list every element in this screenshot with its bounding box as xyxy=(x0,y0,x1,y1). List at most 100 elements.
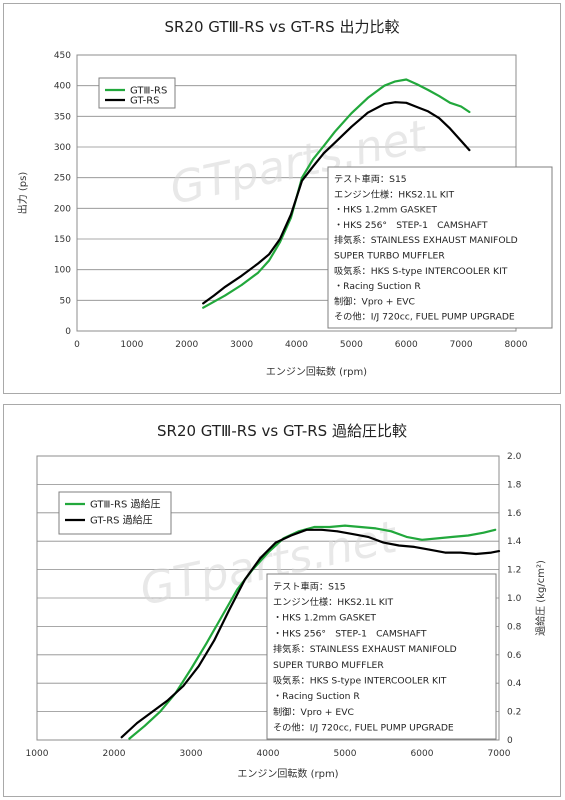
chart2-x-tick-label: 2000 xyxy=(103,749,126,759)
chart2-spec-line: SUPER TURBO MUFFLER xyxy=(273,660,384,671)
chart2-series-2-point xyxy=(498,550,500,553)
chart2-y-tick-label: 0.4 xyxy=(507,679,522,689)
chart1-series-2-point xyxy=(290,213,292,216)
chart2-series-2-point xyxy=(321,528,323,531)
chart2-series-2-line xyxy=(120,528,501,739)
chart2-series-2-point xyxy=(182,685,185,687)
chart2-y-tick-label: 0 xyxy=(507,736,513,746)
chart1-series-1-point xyxy=(202,306,205,309)
chart2-y-tick-label: 0.8 xyxy=(507,622,522,632)
chart1-series-1-point xyxy=(312,158,314,161)
chart2-series-1-point xyxy=(374,527,377,530)
chart1-x-tick-label: 3000 xyxy=(230,340,253,350)
chart1-series-1-point xyxy=(213,300,216,303)
chart2-y-tick-label: 1.2 xyxy=(507,566,521,576)
chart2-y-tick-label: 1.4 xyxy=(507,537,522,547)
chart2-spec-line: ・HKS 256° STEP-1 CAMSHAFT xyxy=(273,628,427,639)
chart1-spec-line: ・Racing Suction R xyxy=(334,281,421,292)
chart2-series-1-point xyxy=(359,526,362,528)
chart2-spec-line: その他：I/J 720cc, FUEL PUMP UPGRADE xyxy=(273,722,454,734)
chart1-series-1-point xyxy=(301,176,303,179)
chart1-y-tick-label: 450 xyxy=(54,51,71,61)
chart2-y-tick-label: 0.2 xyxy=(507,708,521,718)
chart1-series-2-point xyxy=(405,101,408,104)
chart1-series-1-point xyxy=(383,84,386,87)
chart1-series-2-point xyxy=(240,274,243,277)
chart1-series-1-point xyxy=(405,78,408,81)
chart1-legend-label: GTⅢ-RS xyxy=(130,86,167,97)
chart2-legend xyxy=(58,491,172,535)
chart2-series-2-point xyxy=(244,578,246,581)
chart1-series-1-point xyxy=(268,259,270,262)
chart2-series-2-point xyxy=(336,530,339,533)
chart1-series-2-point xyxy=(449,127,452,130)
chart1-x-tick-label: 4000 xyxy=(285,340,308,350)
chart1-x-axis-label: エンジン回転数 (rpm) xyxy=(266,365,367,378)
chart1-x-tick-label: 2000 xyxy=(175,340,198,350)
chart1-spec-box xyxy=(327,166,553,329)
chart1-series-2-point xyxy=(416,106,419,109)
chart2-series-2-point xyxy=(413,545,416,548)
chart1-series-2-point xyxy=(350,125,353,128)
chart2-x-tick-label: 4000 xyxy=(257,749,280,759)
chart1-series-2-point xyxy=(334,141,336,144)
chart2-series-1-point xyxy=(482,531,485,534)
chart1-series-2-point xyxy=(301,179,303,182)
chart1-series-1-point xyxy=(350,112,353,115)
chart1-series-1-point xyxy=(257,271,259,274)
chart1-y-tick-label: 50 xyxy=(60,296,72,306)
chart2-y-tick-label: 0.6 xyxy=(507,651,522,661)
chart2-series-2-point xyxy=(213,639,216,642)
chart1-y-tick-label: 200 xyxy=(54,204,71,214)
chart2-series-1-point xyxy=(128,737,131,740)
chart2-y-axis-label: 過給圧 (kg/cm²) xyxy=(534,560,547,636)
chart2-series-2-point xyxy=(120,736,123,739)
chart2-series-2-point xyxy=(444,551,446,554)
chart1-y-tick-label: 300 xyxy=(54,143,71,153)
chart2-series-1-point xyxy=(205,642,208,645)
chart2-series-2-point xyxy=(167,699,169,702)
chart1-spec-line: その他：I/J 720cc, FUEL PUMP UPGRADE xyxy=(334,311,515,323)
chart2-legend-label: GT-RS 過給圧 xyxy=(90,514,153,527)
chart1-spec-line: 制御：Vpro + EVC xyxy=(334,295,415,307)
chart2-series-2-point xyxy=(382,541,385,544)
chart2-x-tick-label: 1000 xyxy=(26,749,49,759)
chart1-series-2-point xyxy=(202,302,205,305)
chart2-series-2-point xyxy=(351,533,354,535)
chart1-x-tick-label: 5000 xyxy=(340,340,363,350)
chart2-series-1-point xyxy=(328,526,331,528)
chart1-series-1-point xyxy=(449,101,452,104)
boost-chart-panel: 0 0.2 0.4 0.6 0.8 1.0 1.2 1.4 1.6 1.8 2.0 1000 2000 3… xyxy=(3,404,561,797)
chart2-series-2-point xyxy=(136,722,139,724)
chart2-y-tick-label: 2.0 xyxy=(507,452,522,462)
chart2-spec-line: エンジン仕様：HKS2.1L KIT xyxy=(273,596,393,608)
chart1-y-tick-label: 350 xyxy=(54,112,71,122)
chart2-title: SR20 GTⅢ-RS vs GT-RS 過給圧比較 xyxy=(157,422,407,440)
chart2-spec-line: 制御：Vpro + EVC xyxy=(273,706,354,718)
chart2-y-tick-label: 1.0 xyxy=(507,594,522,604)
chart2-spec-line: 排気系：STAINLESS EXHAUST MANIFOLD xyxy=(273,643,457,655)
chart1-spec-line: ・HKS 1.2mm GASKET xyxy=(334,205,437,216)
chart1-x-tick-label: 6000 xyxy=(395,340,418,350)
chart2-spec-box xyxy=(266,573,497,740)
chart1-y-tick-label: 100 xyxy=(54,266,71,276)
chart1-y-axis-label: 出力 (ps) xyxy=(16,172,29,215)
chart1-legend xyxy=(98,77,176,109)
chart1-series-2-point xyxy=(460,139,463,142)
chart2-series-2-point xyxy=(274,541,277,544)
chart1-y-tick-label: 250 xyxy=(54,174,71,184)
chart1-series-2-point xyxy=(438,117,441,120)
chart1-title: SR20 GTⅢ-RS vs GT-RS 出力比較 xyxy=(165,18,400,36)
chart2-series-1-point xyxy=(436,537,439,540)
chart2-series-1-point xyxy=(494,528,497,531)
chart2-series-1-point xyxy=(159,710,162,713)
chart2-series-2-point xyxy=(151,710,154,713)
chart1-spec-line: 吸気系：HKS S-type INTERCOOLER KIT xyxy=(334,265,508,277)
chart2-series-1-point xyxy=(467,534,470,537)
chart2-spec-line: ・HKS 1.2mm GASKET xyxy=(273,613,376,624)
chart1-series-1-point xyxy=(460,105,463,108)
chart1-series-2-point xyxy=(323,152,325,155)
chart1-series-2-point xyxy=(366,111,369,114)
chart1-series-1-point xyxy=(438,95,441,97)
chart1-series-2-point xyxy=(312,165,314,168)
